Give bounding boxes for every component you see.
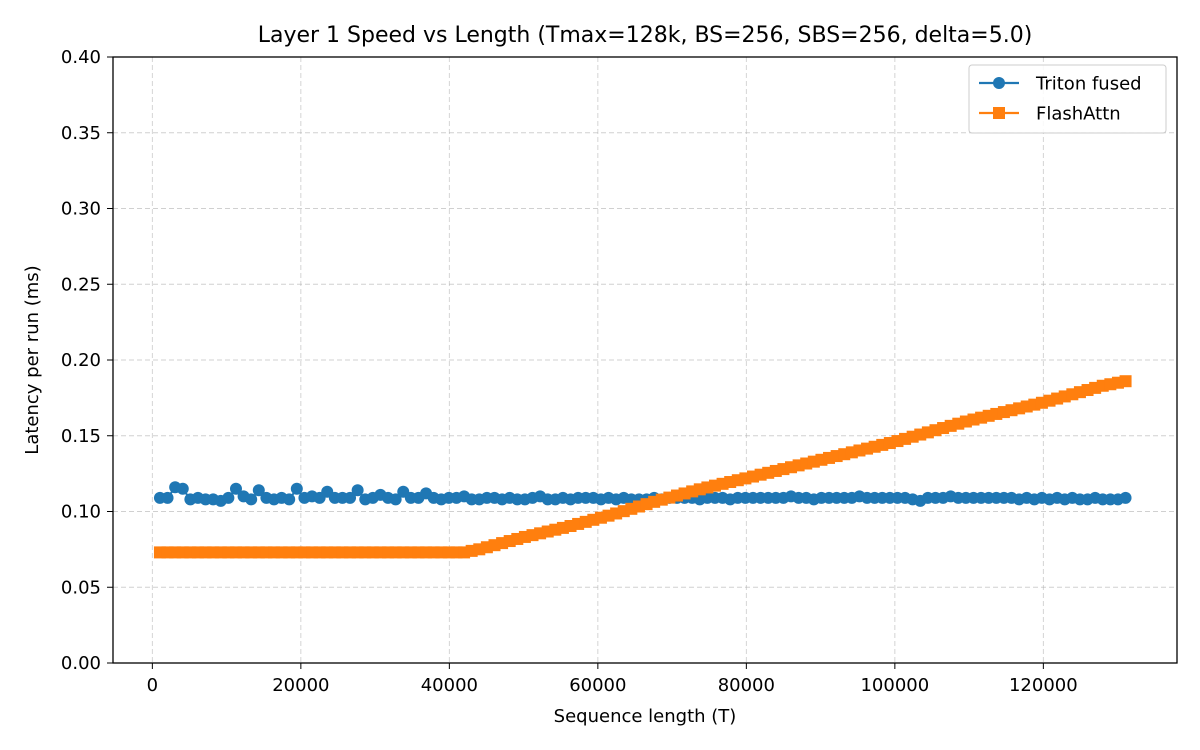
y-tick-label: 0.40 (61, 47, 101, 68)
x-tick-label: 60000 (569, 675, 626, 696)
y-tick-label: 0.15 (61, 426, 101, 447)
legend-marker-triton-fused (993, 77, 1005, 89)
data-point (222, 491, 235, 504)
data-point (344, 491, 357, 504)
x-tick-label: 120000 (1009, 675, 1078, 696)
data-point (252, 546, 265, 559)
y-tick-label: 0.25 (61, 274, 101, 295)
series-layer (153, 375, 1132, 559)
y-tick-label: 0.35 (61, 123, 101, 144)
y-tick-label: 0.05 (61, 577, 101, 598)
x-axis-title: Sequence length (T) (554, 706, 737, 727)
data-point (389, 493, 402, 506)
data-point (283, 493, 296, 506)
y-tick-label: 0.10 (61, 502, 101, 523)
axis-ticks: 0 20000 40000 60000 80000 100000 120000 0.00 0.0… (61, 47, 1078, 696)
legend-marker-flashattn (993, 107, 1005, 119)
series-flashattn (153, 375, 1132, 559)
data-point (161, 491, 174, 504)
y-axis-title: Latency per run (ms) (22, 265, 43, 454)
legend-label-flashattn: FlashAttn (1036, 104, 1121, 125)
x-tick-label: 100000 (860, 675, 929, 696)
x-tick-label: 20000 (272, 675, 329, 696)
data-point (229, 482, 242, 495)
x-tick-label: 0 (147, 675, 158, 696)
data-point (1119, 375, 1132, 388)
y-tick-label: 0.20 (61, 350, 101, 371)
x-tick-label: 40000 (421, 675, 478, 696)
chart-title: Layer 1 Speed vs Length (Tmax=128k, BS=2… (258, 23, 1033, 48)
data-point (176, 482, 189, 495)
data-point (245, 493, 258, 506)
legend: Triton fused FlashAttn (968, 64, 1167, 134)
data-point (351, 484, 364, 497)
data-point (1119, 491, 1132, 504)
y-tick-label: 0.00 (61, 653, 101, 674)
legend-label-triton-fused: Triton fused (1035, 74, 1142, 95)
x-tick-label: 80000 (718, 675, 775, 696)
data-point (252, 484, 265, 497)
y-tick-label: 0.30 (61, 199, 101, 220)
data-point (1020, 400, 1033, 413)
data-point (290, 482, 303, 495)
